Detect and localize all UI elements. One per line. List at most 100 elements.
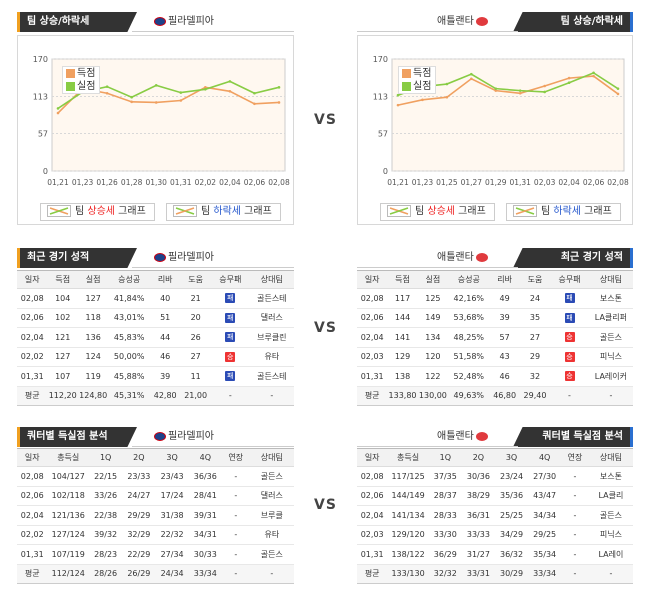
- x-tick-label: 01,28: [121, 178, 143, 187]
- table-cell: 39: [489, 308, 520, 328]
- table-cell: 120: [417, 347, 449, 367]
- table-cell: 02,04: [17, 327, 48, 348]
- table-cell: 02,08: [357, 466, 388, 487]
- table-row: 02,06 102/118 33/26 24/27 17/24 28/41- 댈러스: [17, 486, 294, 506]
- table-cell: 02,06: [357, 486, 388, 506]
- data-point: [228, 89, 232, 93]
- data-point: [204, 86, 207, 89]
- table-cell: 42,16%: [448, 288, 490, 309]
- x-tick-label: 01,31: [170, 178, 192, 187]
- team-logo-icon: [154, 252, 166, 262]
- data-point: [470, 77, 473, 81]
- x-tick-label: 01,29: [485, 178, 507, 187]
- table-cell: 보스톤: [588, 466, 633, 487]
- average-row: 평균 112/124 28/26 26/29 24/34 33/34- -: [17, 564, 294, 584]
- data-point: [56, 111, 60, 115]
- table-cell: -: [561, 466, 589, 487]
- table-row: 01,31 107/119 28/23 22/29 27/34 30/33- 골든스: [17, 544, 294, 565]
- quarter-table-left: 일자 총득실 1Q 2Q 3Q 4Q 연장 상대팀 02,08 104/127 22/15 23/33…: [17, 448, 294, 584]
- table-cell: 02,08: [357, 288, 388, 309]
- table-cell: 30/36: [461, 466, 495, 487]
- result-badge: 승: [225, 351, 236, 362]
- table-cell: 46,80: [489, 386, 520, 406]
- table-cell: 104/127: [47, 466, 90, 487]
- result-cell: 패: [210, 366, 250, 387]
- downtrend-graph-button[interactable]: 팀 하락세 그래프: [166, 203, 281, 221]
- table-cell: 44: [149, 327, 181, 348]
- data-point: [567, 76, 571, 80]
- table-cell: 118: [77, 308, 109, 328]
- data-point: [228, 80, 232, 83]
- chart-box-right: 0 57 113 170 01,21 01,23 01,25 01,27 01,29 01,31 0…: [357, 35, 633, 225]
- table-cell: 117: [387, 288, 418, 309]
- table-cell: 27: [180, 347, 211, 367]
- table-cell: 141: [387, 327, 418, 348]
- allowed-swatch: [402, 81, 411, 91]
- column-header: 득점: [387, 270, 418, 289]
- table-cell: 23/43: [155, 466, 189, 487]
- column-header: 승무패: [210, 270, 250, 289]
- table-cell: -: [588, 386, 633, 406]
- column-header: 일자: [17, 270, 48, 289]
- table-cell: 144/149: [387, 486, 429, 506]
- column-header: 일자: [357, 448, 388, 467]
- down-trend-icon: [173, 205, 197, 217]
- table-cell: 144: [387, 308, 418, 328]
- data-point: [105, 91, 109, 95]
- table-row: 02,06 144/149 28/37 38/29 35/36 43/47- LA클리: [357, 486, 633, 506]
- quarter-header-left: 쿼터별 득실점 분석 필라델피아: [17, 427, 294, 447]
- table-row: 01,31 138 122 52,48% 46 32 승 LA레이커: [357, 366, 633, 387]
- y-tick-label: 57: [378, 129, 388, 138]
- table-cell: 36/29: [428, 544, 462, 565]
- result-badge: 패: [564, 293, 575, 304]
- data-point: [421, 98, 424, 102]
- column-header: 1Q: [428, 448, 462, 467]
- table-row: 02,06 144 149 53,68% 39 35 패 LA클리퍼: [357, 308, 633, 328]
- uptrend-graph-button[interactable]: 팀 상승세 그래프: [40, 203, 155, 221]
- table-cell: 32/29: [122, 525, 156, 545]
- divider: [357, 446, 518, 447]
- table-cell: 46: [489, 366, 520, 387]
- chart-legend: 득점 실점: [398, 66, 436, 94]
- data-point: [277, 101, 281, 104]
- x-tick-label: 01,26: [96, 178, 118, 187]
- column-header: 2Q: [122, 448, 156, 467]
- data-point: [253, 102, 256, 106]
- x-tick-label: 02,06: [583, 178, 605, 187]
- data-point: [396, 103, 400, 107]
- average-row: 평균 112,20 124,80 45,31% 42,80 21,00- -: [17, 386, 294, 406]
- table-cell: 129: [387, 347, 418, 367]
- table-cell: 130,00: [417, 386, 449, 406]
- table-cell: 149: [417, 308, 449, 328]
- trend-title-left: 팀 상승/하락세: [17, 12, 137, 32]
- table-cell: LA클리퍼: [588, 308, 633, 328]
- legend-allowed: 실점: [413, 81, 432, 92]
- data-point: [445, 95, 449, 99]
- table-cell: 33/31: [461, 564, 495, 584]
- table-cell: 29/25: [528, 525, 562, 545]
- table-cell: 133,80: [387, 386, 418, 406]
- y-tick-label: 0: [43, 167, 48, 176]
- table-row: 02,02 127 124 50,00% 46 27 승 유타: [17, 347, 294, 367]
- column-header: 도움: [180, 270, 211, 289]
- data-point: [277, 86, 281, 89]
- column-header: 실점: [77, 270, 109, 289]
- recent-table-right: 일자 득점 실점 승성공 리바 도움 승무패 상대팀 02,08 117 125 42,16% 49 24…: [357, 270, 633, 406]
- table-cell: 02,03: [357, 525, 388, 545]
- chart-box-left: 0 57 113 170 01,21 01,23 01,26 01,28 01,30 01,31 0…: [17, 35, 294, 225]
- table-row: 02,04 121/136 22/38 29/29 31/38 39/31- 브루클: [17, 505, 294, 526]
- table-cell: 112/124: [47, 564, 90, 584]
- average-row: 평균 133,80 130,00 49,63% 46,80 29,40- -: [357, 386, 633, 406]
- table-header-row: 일자 득점 실점 승성공 리바 도움 승무패 상대팀: [357, 270, 633, 289]
- table-cell: 30/29: [494, 564, 529, 584]
- divider: [132, 31, 294, 32]
- x-tick-label: 02,08: [607, 178, 629, 187]
- result-cell: 패: [210, 288, 250, 309]
- table-cell: 24/27: [122, 486, 156, 506]
- downtrend-graph-button[interactable]: 팀 하락세 그래프: [506, 203, 621, 221]
- uptrend-graph-button[interactable]: 팀 상승세 그래프: [380, 203, 495, 221]
- table-cell: 02,06: [357, 308, 388, 328]
- result-badge: 승: [564, 332, 575, 343]
- table-row: 02,06 102 118 43,01% 51 20 패 댈러스: [17, 308, 294, 328]
